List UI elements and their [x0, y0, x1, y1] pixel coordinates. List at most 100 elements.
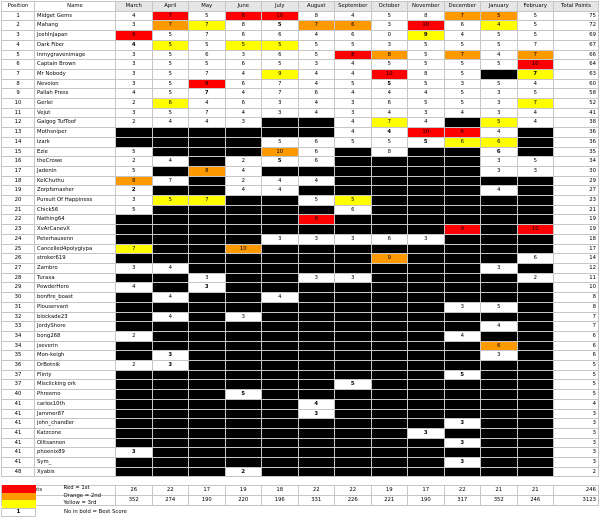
- score-cell: 2: [115, 98, 153, 109]
- score-cell: 5: [261, 20, 299, 32]
- score-cell: 7: [370, 117, 408, 129]
- player-name: DrBotnik: [34, 360, 116, 371]
- not-entered-cell: [480, 224, 518, 235]
- not-entered-cell: [407, 224, 445, 235]
- position-cell: 16: [1, 156, 35, 167]
- not-entered-cell: [297, 262, 335, 274]
- leaderboard-table: Position Name March April May June July …: [1, 1, 599, 506]
- not-entered-cell: [188, 292, 226, 303]
- score-cell: 6: [261, 49, 299, 61]
- not-entered-cell: [115, 224, 153, 235]
- score-cell: 4: [261, 175, 299, 187]
- score-cell: 5: [224, 389, 262, 400]
- score-cell: 3: [443, 437, 481, 449]
- score-cell: 5: [480, 59, 518, 70]
- total-cell: 3: [553, 447, 599, 459]
- not-entered-cell: [480, 408, 518, 420]
- score-cell: 3: [480, 156, 518, 167]
- score-cell: 3: [443, 457, 481, 468]
- not-entered-cell: [370, 214, 408, 226]
- score-cell: 6: [370, 233, 408, 245]
- score-cell: 8: [407, 68, 445, 80]
- not-entered-cell: [334, 185, 372, 197]
- not-entered-cell: [334, 175, 372, 187]
- not-entered-cell: [480, 175, 518, 187]
- not-entered-cell: [115, 427, 153, 439]
- entrants-cell: 22: [443, 485, 481, 497]
- score-cell: 6: [443, 136, 481, 148]
- not-entered-cell: [370, 398, 408, 410]
- player-name: Xyabis: [34, 466, 116, 478]
- not-entered-cell: [480, 253, 518, 264]
- score-cell: 4: [115, 282, 153, 294]
- not-entered-cell: [370, 165, 408, 177]
- score-cell: 3: [407, 107, 445, 119]
- not-entered-cell: [443, 350, 481, 362]
- total-cell: 5: [553, 369, 599, 381]
- not-entered-cell: [261, 427, 299, 439]
- total-header: Total Points: [553, 1, 599, 12]
- not-entered-cell: [407, 398, 445, 410]
- position-cell: 26: [1, 253, 35, 264]
- score-cell: 8: [188, 78, 226, 90]
- votes-cell: 317: [443, 495, 481, 506]
- not-entered-cell: [297, 311, 335, 323]
- not-entered-cell: [334, 369, 372, 381]
- not-entered-cell: [115, 408, 153, 420]
- table-row: 28 Turaxa 3 3 3 2 11: [1, 272, 599, 284]
- score-cell: 3: [188, 282, 226, 294]
- score-cell: 6: [188, 49, 226, 61]
- player-name: Jadenin: [34, 165, 116, 177]
- not-entered-cell: [151, 418, 189, 429]
- table-row: 31 Plouservant 3 5 8: [1, 301, 599, 313]
- player-name: Dark Fiber: [34, 39, 116, 51]
- not-entered-cell: [224, 282, 262, 294]
- player-name: john_chandler: [34, 418, 116, 429]
- not-entered-cell: [443, 175, 481, 187]
- table-row: 41 Jammer87 3 3: [1, 408, 599, 420]
- score-cell: 10: [516, 224, 554, 235]
- legend-label: Red = 1st: [63, 485, 90, 491]
- score-cell: 7: [516, 98, 554, 109]
- not-entered-cell: [224, 204, 262, 216]
- position-cell: 37: [1, 369, 35, 381]
- not-entered-cell: [370, 262, 408, 274]
- table-row: 48 Xyabis 2 2: [1, 466, 599, 478]
- score-cell: 3: [480, 350, 518, 362]
- not-entered-cell: [261, 195, 299, 206]
- not-entered-cell: [407, 146, 445, 158]
- not-entered-cell: [334, 301, 372, 313]
- position-cell: 9: [1, 88, 35, 100]
- not-entered-cell: [516, 301, 554, 313]
- player-name: Pallah Press: [34, 88, 116, 100]
- score-cell: 5: [151, 59, 189, 70]
- not-entered-cell: [297, 282, 335, 294]
- score-cell: 3: [151, 360, 189, 371]
- score-cell: 3: [480, 107, 518, 119]
- entrants-cell: 17: [188, 485, 226, 497]
- score-cell: 6: [224, 78, 262, 90]
- entrants-cell: 22: [334, 485, 372, 497]
- score-cell: 4: [334, 127, 372, 138]
- not-entered-cell: [480, 282, 518, 294]
- not-entered-cell: [261, 301, 299, 313]
- not-entered-cell: [516, 175, 554, 187]
- not-entered-cell: [443, 447, 481, 459]
- not-entered-cell: [516, 330, 554, 342]
- not-entered-cell: [261, 447, 299, 459]
- score-cell: 5: [151, 78, 189, 90]
- position-cell: 20: [1, 195, 35, 206]
- table-row: 30 bonfire_boast 4 4 8: [1, 292, 599, 303]
- score-cell: 5: [480, 39, 518, 51]
- player-name: Mothsniper: [34, 127, 116, 138]
- player-name: bonfire_boast: [34, 292, 116, 303]
- position-cell: 11: [1, 107, 35, 119]
- not-entered-cell: [224, 369, 262, 381]
- score-cell: 5: [516, 88, 554, 100]
- not-entered-cell: [370, 447, 408, 459]
- not-entered-cell: [297, 224, 335, 235]
- score-cell: 5: [334, 39, 372, 51]
- not-entered-cell: [407, 175, 445, 187]
- not-entered-cell: [261, 360, 299, 371]
- not-entered-cell: [443, 272, 481, 284]
